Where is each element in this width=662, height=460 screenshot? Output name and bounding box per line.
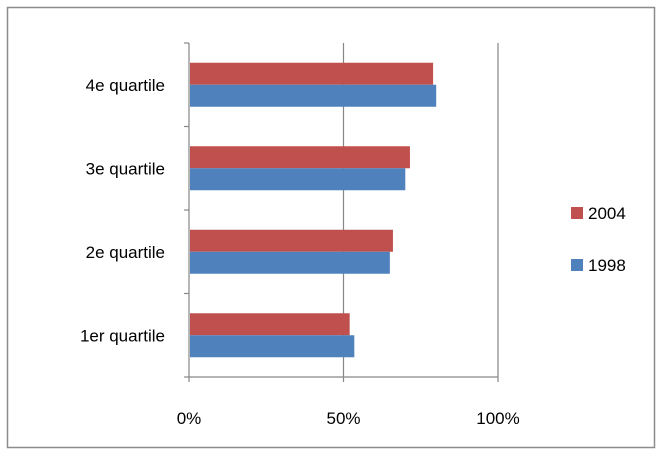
bar-2004-2e-quartile <box>190 229 393 252</box>
x-tick-label: 50% <box>326 409 360 428</box>
bar-1998-3e-quartile <box>190 168 406 191</box>
legend-swatch-1998 <box>571 259 583 271</box>
x-tick-label: 100% <box>476 409 519 428</box>
category-label: 1er quartile <box>80 326 165 345</box>
axes <box>184 42 499 382</box>
legend: 2004 1998 <box>571 204 626 275</box>
bar-2004-3e-quartile <box>190 146 410 169</box>
bar-2004-1er-quartile <box>190 313 350 336</box>
category-labels: 4e quartile 3e quartile 2e quartile 1er qua… <box>80 76 165 346</box>
bars <box>190 62 437 358</box>
category-label: 4e quartile <box>86 76 165 95</box>
legend-swatch-2004 <box>571 207 583 219</box>
legend-label-1998: 1998 <box>588 256 626 275</box>
category-label: 3e quartile <box>86 159 165 178</box>
bar-1998-1er-quartile <box>190 335 355 358</box>
bar-1998-4e-quartile <box>190 84 437 107</box>
bar-2004-4e-quartile <box>190 62 434 85</box>
bar-1998-2e-quartile <box>190 251 390 274</box>
x-tick-labels: 0% 50% 100% <box>177 409 520 428</box>
x-tick-label: 0% <box>177 409 202 428</box>
legend-label-2004: 2004 <box>588 204 626 223</box>
category-label: 2e quartile <box>86 243 165 262</box>
